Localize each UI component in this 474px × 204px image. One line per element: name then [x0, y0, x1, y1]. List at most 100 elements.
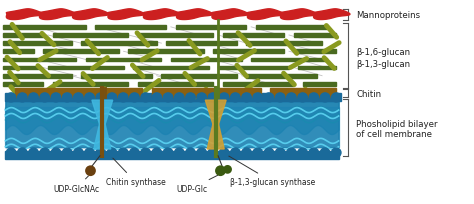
Bar — [299, 67, 336, 70]
Circle shape — [18, 148, 27, 157]
Polygon shape — [281, 10, 317, 20]
Circle shape — [29, 93, 38, 102]
Circle shape — [18, 93, 27, 102]
Bar — [294, 34, 336, 38]
Text: Chitin: Chitin — [356, 89, 381, 98]
Polygon shape — [92, 101, 113, 124]
Circle shape — [186, 93, 195, 102]
Bar — [270, 93, 336, 97]
Polygon shape — [205, 101, 226, 124]
Bar — [43, 50, 119, 54]
Bar — [5, 151, 338, 159]
Bar — [166, 42, 237, 46]
Text: Mannoproteins: Mannoproteins — [356, 11, 420, 20]
Circle shape — [6, 93, 16, 102]
Circle shape — [287, 148, 296, 157]
Text: β-1,3-glucan: β-1,3-glucan — [356, 59, 410, 68]
Polygon shape — [94, 124, 111, 149]
Circle shape — [63, 93, 72, 102]
Text: UDP-GlcNAc: UDP-GlcNAc — [53, 176, 100, 193]
Circle shape — [29, 148, 38, 157]
Circle shape — [63, 148, 72, 157]
Circle shape — [298, 93, 307, 102]
Circle shape — [118, 93, 128, 102]
Bar — [138, 83, 213, 86]
Polygon shape — [176, 10, 213, 20]
Point — [87, 169, 94, 173]
Bar — [138, 34, 213, 38]
Bar — [152, 89, 261, 93]
Circle shape — [152, 93, 162, 102]
Bar — [256, 26, 327, 30]
Bar — [95, 26, 166, 30]
Circle shape — [197, 93, 206, 102]
Circle shape — [174, 148, 184, 157]
Bar — [3, 26, 86, 30]
Circle shape — [320, 148, 330, 157]
Circle shape — [107, 93, 117, 102]
Circle shape — [174, 93, 184, 102]
Polygon shape — [6, 10, 43, 20]
Circle shape — [197, 148, 206, 157]
Bar — [48, 67, 124, 70]
Circle shape — [51, 148, 61, 157]
Circle shape — [275, 148, 285, 157]
Bar — [223, 34, 284, 38]
Circle shape — [164, 148, 173, 157]
Circle shape — [130, 148, 139, 157]
Point — [224, 168, 231, 171]
Circle shape — [130, 93, 139, 102]
Bar — [246, 74, 318, 78]
Polygon shape — [39, 10, 76, 20]
Circle shape — [275, 93, 285, 102]
Bar — [171, 58, 242, 62]
Bar — [15, 93, 143, 97]
Circle shape — [40, 148, 49, 157]
Circle shape — [287, 93, 296, 102]
Circle shape — [85, 93, 94, 102]
Bar — [251, 58, 327, 62]
Bar — [3, 50, 34, 54]
Bar — [128, 50, 204, 54]
Circle shape — [253, 93, 263, 102]
Bar — [152, 93, 261, 97]
Point — [217, 169, 224, 173]
Bar — [3, 74, 72, 78]
Bar — [213, 50, 284, 54]
Circle shape — [253, 148, 263, 157]
Bar — [3, 83, 43, 86]
Circle shape — [73, 93, 83, 102]
Circle shape — [141, 148, 150, 157]
Circle shape — [6, 148, 16, 157]
Circle shape — [242, 93, 251, 102]
Text: β-1,3-glucan synthase: β-1,3-glucan synthase — [228, 156, 315, 186]
Circle shape — [231, 93, 240, 102]
Bar — [246, 42, 322, 46]
Circle shape — [118, 148, 128, 157]
Polygon shape — [144, 10, 180, 20]
Bar — [86, 58, 161, 62]
Bar — [294, 50, 336, 54]
Bar — [270, 89, 336, 93]
Circle shape — [264, 93, 273, 102]
Circle shape — [331, 93, 341, 102]
Circle shape — [320, 93, 330, 102]
Bar — [161, 74, 237, 78]
Bar — [53, 34, 128, 38]
Polygon shape — [212, 10, 248, 20]
Bar — [133, 67, 209, 70]
Text: Phosholipid bilayer
of cell membrane: Phosholipid bilayer of cell membrane — [356, 119, 438, 139]
Text: Chitin synthase: Chitin synthase — [106, 157, 165, 186]
Circle shape — [219, 148, 229, 157]
Circle shape — [242, 148, 251, 157]
Bar — [15, 89, 143, 93]
Polygon shape — [247, 10, 284, 20]
Bar — [5, 108, 338, 147]
Circle shape — [186, 148, 195, 157]
Circle shape — [219, 93, 229, 102]
Bar — [5, 93, 341, 102]
Circle shape — [208, 93, 218, 102]
Polygon shape — [73, 10, 109, 20]
Circle shape — [331, 148, 341, 157]
Circle shape — [152, 148, 162, 157]
